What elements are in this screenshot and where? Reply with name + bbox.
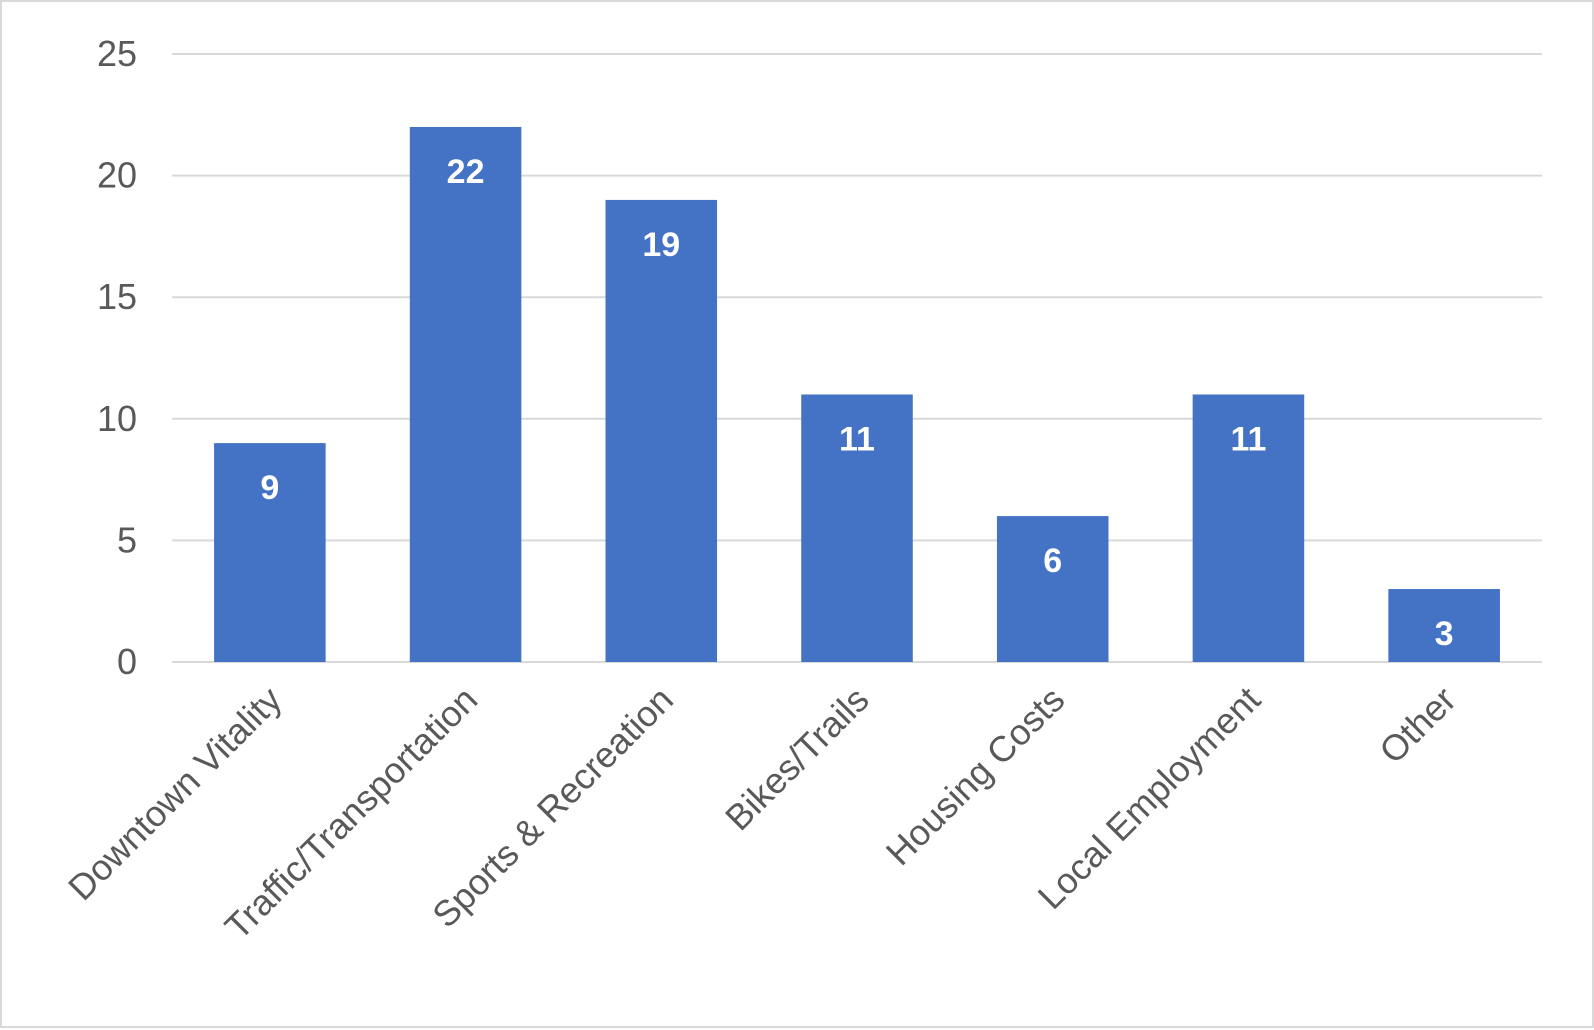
y-tick-label: 20 [97, 155, 137, 196]
y-tick-label: 0 [117, 641, 137, 682]
y-tick-label: 15 [97, 276, 137, 317]
bars [214, 126, 1500, 663]
data-label: 11 [839, 420, 875, 458]
y-axis-tick-labels: 0 5 10 15 20 25 [97, 33, 137, 682]
bar [409, 126, 522, 662]
x-category-label: Housing Costs [878, 679, 1073, 874]
x-category-label: Downtown Vitality [60, 679, 289, 908]
x-category-label: Other [1371, 679, 1464, 772]
x-category-label: Bikes/Trails [717, 679, 877, 839]
y-tick-label: 10 [97, 398, 137, 439]
bar [214, 443, 326, 662]
bar [605, 199, 718, 663]
data-label: 11 [1230, 420, 1266, 458]
x-axis-category-labels: Downtown VitalityTraffic/TransportationS… [60, 679, 1464, 948]
data-label: 3 [1435, 615, 1454, 653]
y-tick-label: 25 [97, 33, 137, 74]
bar [1192, 394, 1305, 662]
bar [801, 394, 913, 662]
bar [996, 516, 1109, 662]
data-label: 6 [1043, 542, 1062, 580]
y-tick-label: 5 [117, 519, 137, 560]
data-labels: 9 22 19 11 6 11 3 [260, 153, 1453, 653]
bar [1388, 589, 1500, 662]
data-label: 22 [447, 153, 485, 191]
data-label: 9 [260, 469, 279, 507]
data-label: 19 [642, 226, 680, 264]
